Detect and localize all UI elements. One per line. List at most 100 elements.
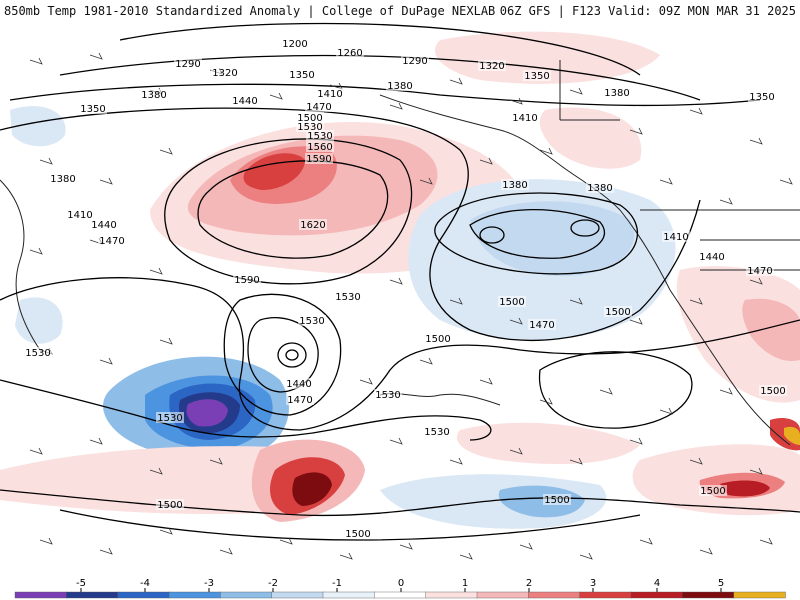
contour-line bbox=[247, 316, 319, 393]
contour-label: 1380 bbox=[604, 88, 629, 99]
contour-label-bg bbox=[306, 130, 334, 141]
contour-label-bg bbox=[511, 112, 539, 123]
contour-label-bg bbox=[543, 494, 571, 505]
contour-label-bg bbox=[699, 485, 727, 496]
contour-label-bg bbox=[90, 219, 118, 230]
contour-label-bg bbox=[498, 296, 526, 307]
contour-label: 1500 bbox=[544, 495, 569, 506]
contour-label: 1260 bbox=[337, 48, 362, 59]
warm-anomaly-area bbox=[456, 422, 640, 465]
contour-line bbox=[285, 349, 299, 361]
contour-label-bg bbox=[344, 528, 372, 539]
contour-label: 1500 bbox=[157, 500, 182, 511]
contour-label: 1530 bbox=[375, 390, 400, 401]
colorbar-swatch bbox=[528, 591, 581, 599]
colorbar-tick-label: -4 bbox=[140, 578, 150, 589]
colorbar-tick-label: 5 bbox=[718, 578, 724, 589]
colorbar-swatch bbox=[14, 591, 68, 599]
contour-label: 1440 bbox=[286, 379, 311, 390]
colorbar-tick-label: 2 bbox=[526, 578, 532, 589]
colorbar-tick-label: -1 bbox=[332, 578, 342, 589]
contour-label-bg bbox=[286, 394, 314, 405]
contour-label-bg bbox=[298, 315, 326, 326]
contour-label: 1350 bbox=[289, 70, 314, 81]
contour-label: 1380 bbox=[502, 180, 527, 191]
contour-line bbox=[434, 192, 638, 275]
colorbar-tick-label: -2 bbox=[268, 578, 278, 589]
colorbar-swatch bbox=[579, 591, 632, 599]
contour-line bbox=[119, 22, 641, 76]
contour-label-bg bbox=[523, 70, 551, 81]
contour-line bbox=[538, 351, 693, 429]
colorbar-swatch bbox=[322, 591, 376, 599]
contour-label: 1470 bbox=[287, 395, 312, 406]
contour-label-bg bbox=[586, 182, 614, 193]
contour-label-bg bbox=[233, 274, 261, 285]
contour-label: 1440 bbox=[91, 220, 116, 231]
contour-label: 1470 bbox=[306, 102, 331, 113]
contour-label: 1470 bbox=[529, 320, 554, 331]
contour-label: 1380 bbox=[387, 81, 412, 92]
contour-label-bg bbox=[423, 426, 451, 437]
colorbar-tick-label: -3 bbox=[204, 578, 214, 589]
contour-label: 1500 bbox=[345, 529, 370, 540]
contour-label-bg bbox=[156, 499, 184, 510]
cool-anomaly-area bbox=[15, 297, 63, 344]
contour-label: 1530 bbox=[25, 348, 50, 359]
anomaly-map: 1200 1260 1290 1290 1320 1320 1350 1350 1350 1350… bbox=[0, 22, 800, 574]
colorbar-swatch bbox=[374, 591, 427, 599]
contour-line bbox=[59, 509, 641, 541]
warm-anomaly-area bbox=[784, 426, 800, 445]
colorbar: -5 -4 -3 -2 -1 0 1 2 3 4 5 bbox=[14, 578, 786, 599]
contour-label: 1530 bbox=[299, 316, 324, 327]
contour-label: 1560 bbox=[307, 142, 332, 153]
contour-label: 1500 bbox=[499, 297, 524, 308]
warm-anomaly-area bbox=[539, 107, 642, 169]
contour-line bbox=[223, 293, 342, 416]
cool-anomaly-area bbox=[10, 106, 66, 147]
anomaly-shading bbox=[0, 31, 800, 529]
contour-label: 1440 bbox=[232, 96, 257, 107]
cold-anomaly-area bbox=[186, 399, 228, 427]
contour-label: 1470 bbox=[747, 266, 772, 277]
contour-line bbox=[469, 208, 606, 259]
contour-label: 1590 bbox=[234, 275, 259, 286]
contour-label-bg bbox=[174, 58, 202, 69]
contour-label: 1410 bbox=[317, 89, 342, 100]
contour-label-bg bbox=[604, 306, 632, 317]
warm-anomaly-area bbox=[720, 480, 770, 497]
map-title: 850mb Temp 1981-2010 Standardized Anomal… bbox=[4, 4, 496, 18]
colorbar-swatch bbox=[117, 591, 170, 599]
contour-label: 1500 bbox=[700, 486, 725, 497]
contour-label: 1500 bbox=[605, 307, 630, 318]
contour-label: 1380 bbox=[587, 183, 612, 194]
contour-line bbox=[9, 83, 761, 107]
contour-label-bg bbox=[528, 319, 556, 330]
contour-line bbox=[570, 219, 600, 237]
cool-anomaly-area bbox=[498, 485, 585, 518]
warm-anomaly-area bbox=[292, 472, 332, 506]
contour-label-bg bbox=[386, 80, 414, 91]
contour-label: 1500 bbox=[425, 334, 450, 345]
contour-label: 1530 bbox=[335, 292, 360, 303]
colorbar-swatch bbox=[66, 591, 119, 599]
contour-label-bg bbox=[231, 95, 259, 106]
contour-label: 1290 bbox=[175, 59, 200, 70]
colorbar-swatch bbox=[476, 591, 530, 599]
contour-label: 1410 bbox=[67, 210, 92, 221]
contour-label-bg bbox=[49, 173, 77, 184]
contour-label-bg bbox=[299, 219, 327, 230]
contour-label-bg bbox=[281, 38, 309, 49]
contour-label: 1530 bbox=[307, 131, 332, 142]
contour-label-bg bbox=[24, 347, 52, 358]
contour-label: 1350 bbox=[80, 104, 105, 115]
model-run-label: 06Z GFS | F123 Valid: 09Z MON MAR 31 202… bbox=[499, 4, 796, 18]
contour-label-bg bbox=[336, 47, 364, 58]
contour-label-bg bbox=[748, 91, 776, 102]
contour-label: 1380 bbox=[50, 174, 75, 185]
contour-label-bg bbox=[662, 231, 690, 242]
contour-label-bg bbox=[374, 389, 402, 400]
colorbar-swatch bbox=[733, 591, 786, 599]
contour-label: 1290 bbox=[402, 56, 427, 67]
contour-label-bg bbox=[501, 179, 529, 190]
